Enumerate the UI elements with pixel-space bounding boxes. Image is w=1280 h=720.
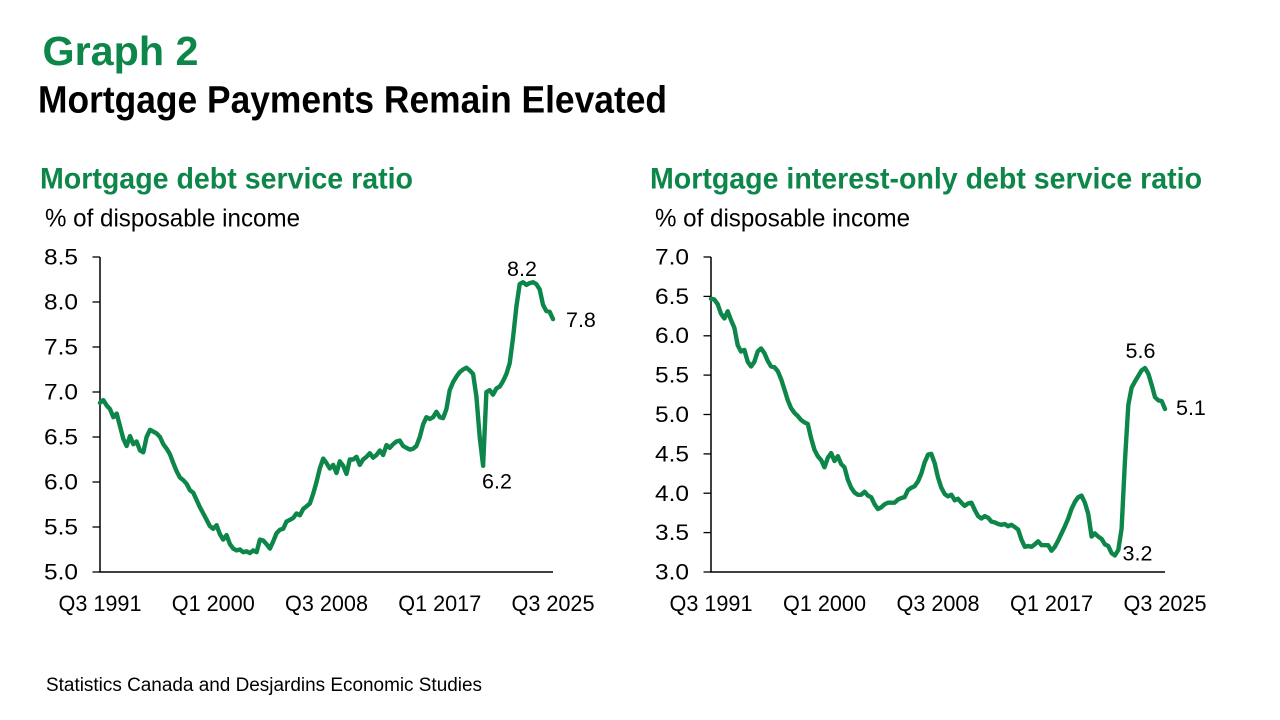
- svg-text:Mortgage debt service ratio: Mortgage debt service ratio: [40, 162, 413, 195]
- svg-text:8.2: 8.2: [507, 257, 537, 281]
- svg-text:Q3 2025: Q3 2025: [1124, 591, 1207, 616]
- svg-text:4.5: 4.5: [655, 441, 689, 466]
- svg-text:5.1: 5.1: [1176, 396, 1206, 420]
- svg-text:6.0: 6.0: [44, 470, 78, 495]
- svg-text:5.6: 5.6: [1126, 339, 1156, 363]
- svg-text:8.0: 8.0: [44, 290, 78, 315]
- svg-text:Q1 2000: Q1 2000: [172, 591, 255, 616]
- svg-text:6.5: 6.5: [44, 425, 78, 450]
- svg-text:8.5: 8.5: [44, 245, 78, 270]
- svg-text:5.5: 5.5: [655, 363, 689, 388]
- svg-text:5.5: 5.5: [44, 515, 78, 540]
- svg-text:Graph 2: Graph 2: [43, 28, 199, 74]
- svg-text:3.5: 3.5: [655, 520, 689, 545]
- svg-text:Q1 2017: Q1 2017: [1010, 591, 1093, 616]
- svg-text:3.0: 3.0: [655, 560, 689, 585]
- svg-text:% of disposable income: % of disposable income: [45, 205, 300, 233]
- svg-text:Q3 2008: Q3 2008: [897, 591, 980, 616]
- svg-text:7.0: 7.0: [44, 380, 78, 405]
- svg-text:6.5: 6.5: [655, 284, 689, 309]
- svg-text:5.0: 5.0: [655, 402, 689, 427]
- svg-text:% of disposable income: % of disposable income: [655, 205, 910, 233]
- svg-text:Q3 2008: Q3 2008: [285, 591, 368, 616]
- svg-text:Statistics Canada and Desjardi: Statistics Canada and Desjardins Economi…: [46, 675, 482, 696]
- svg-text:7.8: 7.8: [566, 308, 596, 332]
- svg-text:7.0: 7.0: [655, 245, 689, 270]
- svg-text:Mortgage Payments Remain Eleva: Mortgage Payments Remain Elevated: [38, 80, 667, 122]
- svg-text:6.2: 6.2: [482, 470, 512, 494]
- svg-text:5.0: 5.0: [44, 560, 78, 585]
- svg-text:Q3 2025: Q3 2025: [512, 591, 595, 616]
- svg-text:Q1 2000: Q1 2000: [783, 591, 866, 616]
- svg-text:4.0: 4.0: [655, 481, 689, 506]
- svg-text:3.2: 3.2: [1123, 542, 1153, 566]
- svg-text:6.0: 6.0: [655, 323, 689, 348]
- svg-text:Mortgage interest-only debt se: Mortgage interest-only debt service rati…: [650, 162, 1202, 195]
- svg-text:Q3 1991: Q3 1991: [59, 591, 142, 616]
- svg-text:Q3 1991: Q3 1991: [670, 591, 753, 616]
- svg-text:Q1 2017: Q1 2017: [398, 591, 481, 616]
- svg-text:7.5: 7.5: [44, 335, 78, 360]
